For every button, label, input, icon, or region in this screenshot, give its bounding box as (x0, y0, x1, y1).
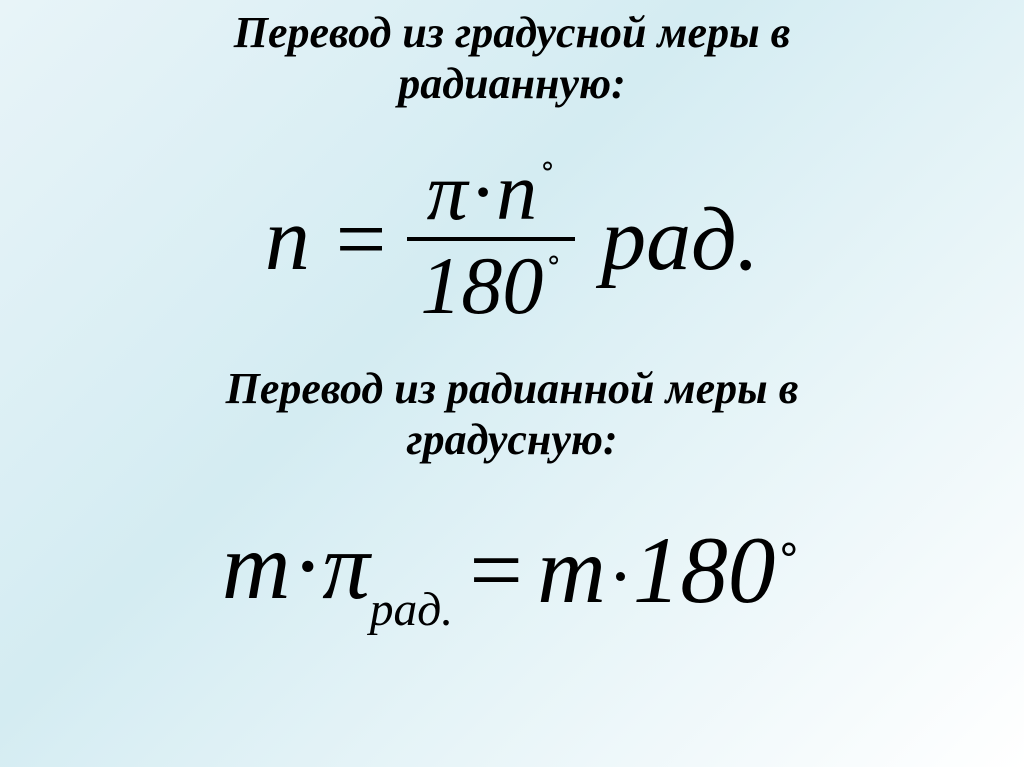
title2-line1: Перевод из радианной меры в (226, 364, 799, 413)
formula1-numerator: π·n∘ (407, 151, 576, 237)
pi-symbol: π (322, 513, 370, 619)
formula2-equals: = (453, 515, 537, 625)
formula1-denominator: 180∘ (410, 241, 571, 327)
formula1-equals: = (320, 188, 401, 291)
title1-line2: радианную: (398, 59, 625, 108)
denominator-value: 180 (420, 240, 543, 331)
title-deg-to-rad: Перевод из градусной меры в радианную: (0, 0, 1024, 109)
title-rad-to-deg: Перевод из радианной меры в градусную: (0, 354, 1024, 465)
pi-symbol: π (427, 146, 468, 237)
title1-line1: Перевод из градусной меры в (234, 8, 791, 57)
rhs-value: 180 (633, 517, 776, 623)
degree-mark-icon: ∘ (775, 526, 802, 573)
formula1-fraction: π·n∘ 180∘ (401, 151, 582, 327)
lhs-var: m (222, 513, 291, 619)
formula1-unit: рад. (581, 188, 759, 291)
formula-deg-to-rad: n = π·n∘ 180∘ рад. (0, 124, 1024, 354)
formula2-rhs: m·180∘ (537, 515, 802, 625)
lhs-subscript: рад. (370, 584, 453, 636)
mult-dot: · (290, 513, 322, 619)
mult-dot: · (606, 535, 633, 619)
numerator-var: n (496, 146, 537, 237)
formula1-lhs: n (265, 188, 320, 291)
rhs-var: m (537, 517, 606, 623)
title2-line2: градусную: (406, 415, 617, 464)
degree-mark-icon: ∘ (539, 150, 557, 182)
formula-rad-to-deg: m·πрад. = m·180∘ (0, 490, 1024, 650)
degree-mark-icon: ∘ (545, 244, 563, 276)
mult-dot: · (468, 146, 497, 237)
formula2-lhs: m·πрад. (222, 511, 453, 630)
